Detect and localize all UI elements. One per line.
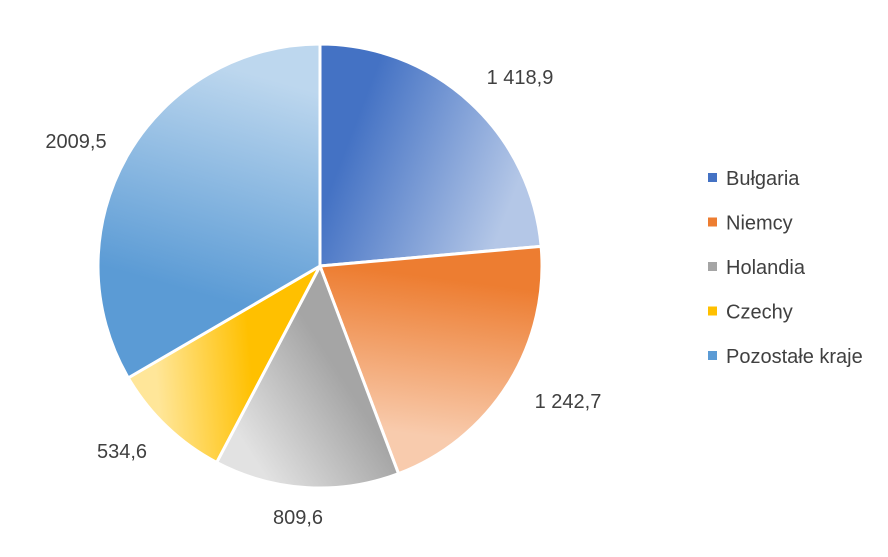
legend: Bułgaria Niemcy Holandia Czechy Pozostałe kr… <box>708 168 863 368</box>
pie-slice-pozostale-kraje <box>96 42 322 380</box>
legend-label-pozostale-kraje: Pozostałe kraje <box>726 346 863 368</box>
pie-slice-czechy <box>126 264 322 464</box>
data-label-pozostale-kraje: 2009,5 <box>45 131 106 153</box>
legend-swatch-niemcy <box>708 217 717 227</box>
pie-slices <box>96 42 544 490</box>
legend-swatch-czechy <box>708 306 717 316</box>
pie-slice-holandia <box>215 264 401 490</box>
pie-slice-bulgaria <box>318 42 543 268</box>
data-label-holandia: 809,6 <box>273 507 323 529</box>
legend-label-czechy: Czechy <box>726 302 793 324</box>
data-labels: 1 418,9 1 242,7 809,6 534,6 2009,5 <box>45 67 601 529</box>
legend-swatch-holandia <box>708 262 717 271</box>
data-label-bulgaria: 1 418,9 <box>487 67 554 89</box>
data-label-niemcy: 1 242,7 <box>535 391 602 413</box>
pie-slice-niemcy <box>318 244 544 476</box>
legend-label-holandia: Holandia <box>726 257 806 279</box>
legend-label-niemcy: Niemcy <box>726 213 793 235</box>
legend-label-bulgaria: Bułgaria <box>726 168 800 190</box>
legend-swatch-bulgaria <box>708 173 717 182</box>
data-label-czechy: 534,6 <box>97 441 147 463</box>
legend-swatch-pozostale-kraje <box>708 351 717 360</box>
